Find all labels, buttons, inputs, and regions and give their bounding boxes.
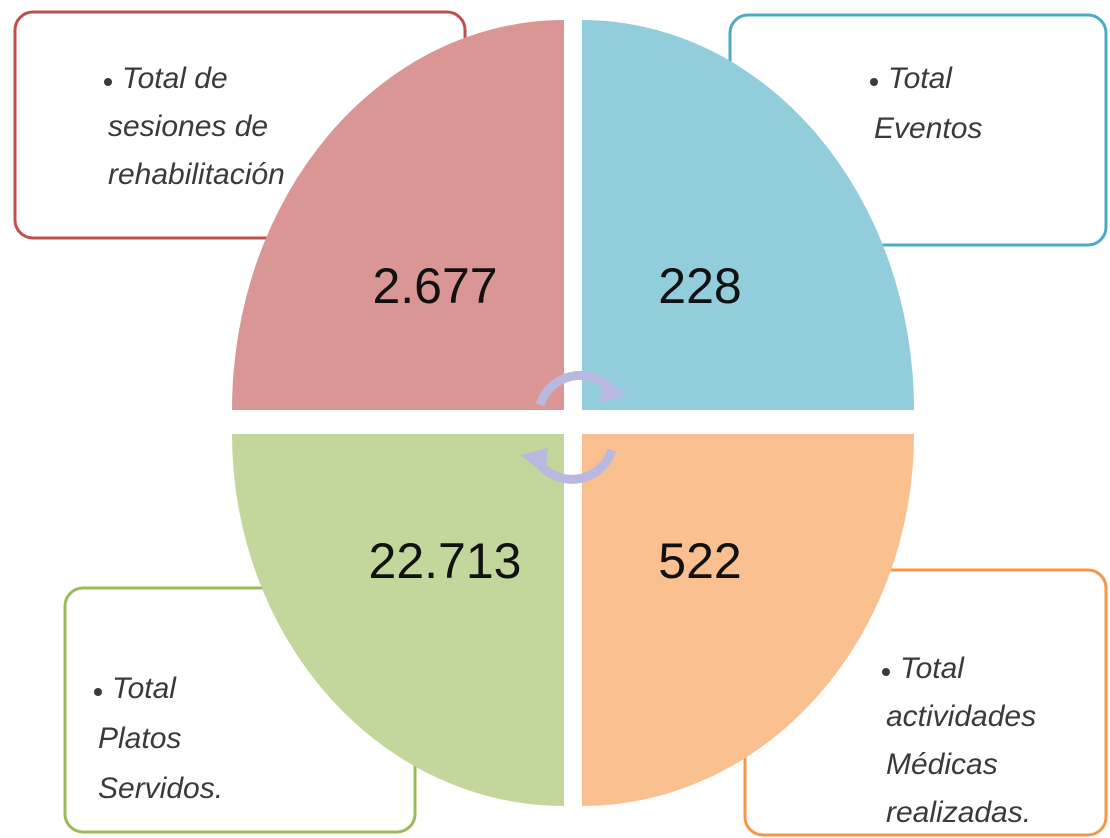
- bullet: [94, 688, 102, 696]
- bullet: [104, 78, 112, 86]
- quadrant-label: rehabilitación: [108, 158, 285, 191]
- quadrant-label: Servidos.: [98, 772, 223, 805]
- quadrant: [582, 20, 914, 410]
- quadrant-label: Eventos: [874, 112, 982, 145]
- quadrant: [582, 434, 914, 806]
- quadrant-label: Total: [900, 652, 965, 685]
- quadrant-value: 2.677: [372, 258, 497, 314]
- quadrant-label: Platos: [98, 722, 181, 755]
- cycle-arrow: [534, 448, 617, 484]
- bullet: [882, 668, 890, 676]
- quadrant-label: Total: [112, 672, 177, 705]
- quadrant-label: Médicas: [886, 748, 998, 781]
- cycle-arrow-head: [600, 378, 628, 402]
- quadrant: [232, 20, 564, 410]
- quadrant-label: sesiones de: [108, 110, 268, 143]
- quadrant-label: realizadas.: [886, 796, 1031, 829]
- quadrant: [232, 434, 564, 806]
- quadrant-value: 228: [658, 258, 741, 314]
- cycle-arrow-head: [520, 448, 548, 474]
- quadrant-label: Total: [888, 62, 953, 95]
- bullet: [870, 78, 878, 86]
- quadrant-label: actividades: [886, 700, 1036, 733]
- quadrant-value: 522: [658, 533, 741, 589]
- quadrant-label: Total de: [122, 62, 228, 95]
- quadrant-value: 22.713: [369, 533, 522, 589]
